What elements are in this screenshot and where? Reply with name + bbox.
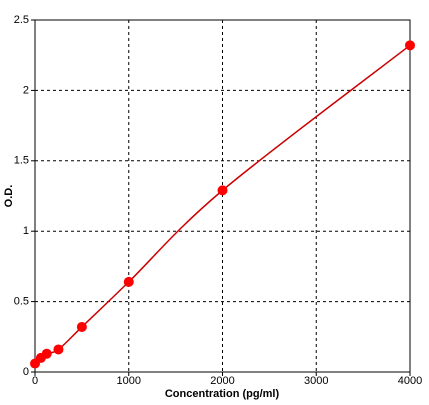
y-tick-label: 1 bbox=[23, 225, 29, 237]
y-tick-label: 0.5 bbox=[14, 296, 29, 308]
y-axis-title: O.D. bbox=[3, 185, 15, 208]
y-tick-label: 1.5 bbox=[14, 155, 29, 167]
x-tick-label: 0 bbox=[32, 375, 38, 387]
plot-frame bbox=[34, 19, 411, 373]
data-point bbox=[405, 40, 415, 51]
y-tick-label: 2 bbox=[23, 84, 29, 96]
x-tick-label: 2000 bbox=[210, 375, 234, 387]
data-point bbox=[217, 185, 228, 196]
y-tick-label: 2.5 bbox=[14, 14, 29, 26]
x-axis-title: Concentration (pg/ml) bbox=[165, 388, 280, 400]
data-point bbox=[123, 276, 134, 287]
y-tick-label: 0 bbox=[23, 366, 29, 378]
x-tick-label: 3000 bbox=[304, 375, 328, 387]
data-point bbox=[53, 344, 64, 355]
x-tick-label: 4000 bbox=[398, 375, 422, 387]
x-tick-label: 1000 bbox=[117, 375, 141, 387]
data-point bbox=[41, 348, 52, 359]
data-point bbox=[76, 321, 87, 332]
